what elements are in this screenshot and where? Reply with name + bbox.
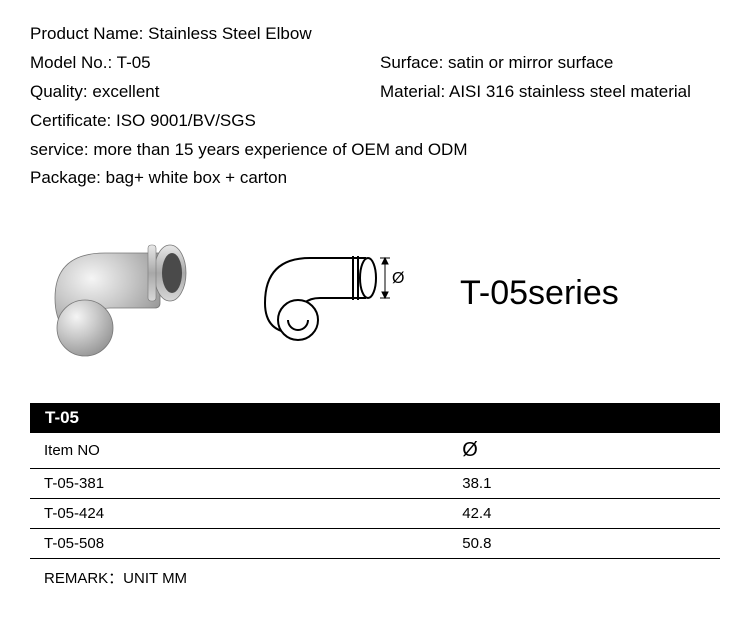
label: Model No.: [30, 53, 112, 72]
spec-material: Material: AISI 316 stainless steel mater… [380, 78, 691, 107]
label: Quality: [30, 82, 88, 101]
product-photo [30, 218, 230, 368]
table-row: T-05-508 50.8 [30, 529, 720, 559]
label: Certificate: [30, 111, 111, 130]
table-remark: REMARK：UNIT MM [30, 559, 720, 596]
diameter-symbol-icon: Ø [392, 270, 404, 287]
cell-diam: 50.8 [448, 529, 720, 559]
value: T-05 [117, 53, 151, 72]
spec-certificate: Certificate: ISO 9001/BV/SGS [30, 107, 720, 136]
label: Material: [380, 82, 445, 101]
label: Package: [30, 168, 101, 187]
value: excellent [92, 82, 159, 101]
value: bag+ white box + carton [106, 168, 287, 187]
cell-diam: 38.1 [448, 469, 720, 499]
value: more than 15 years experience of OEM and… [93, 140, 467, 159]
cell-item: T-05-381 [30, 469, 448, 499]
spec-table: T-05 Item NO Ø T-05-381 38.1 T-05-424 42… [30, 403, 720, 596]
spec-service: service: more than 15 years experience o… [30, 136, 720, 165]
col-diameter: Ø [448, 433, 720, 469]
spec-block: Product Name: Stainless Steel Elbow Mode… [30, 20, 720, 193]
cell-item: T-05-424 [30, 499, 448, 529]
col-item-no: Item NO [30, 433, 448, 469]
label: Product Name: [30, 24, 143, 43]
value: AISI 316 stainless steel material [449, 82, 691, 101]
spec-product-name: Product Name: Stainless Steel Elbow [30, 20, 380, 49]
image-row: Ø T-05series [30, 218, 720, 368]
spec-package: Package: bag+ white box + carton [30, 164, 720, 193]
series-label: T-05series [460, 274, 619, 313]
label: service: [30, 140, 89, 159]
dimension-table: Item NO Ø T-05-381 38.1 T-05-424 42.4 T-… [30, 433, 720, 559]
value: Stainless Steel Elbow [148, 24, 311, 43]
table-header-row: Item NO Ø [30, 433, 720, 469]
value: ISO 9001/BV/SGS [116, 111, 256, 130]
product-diagram: Ø [250, 228, 420, 358]
spec-model-no: Model No.: T-05 [30, 49, 380, 78]
spec-surface: Surface: satin or mirror surface [380, 49, 613, 78]
spec-quality: Quality: excellent [30, 78, 380, 107]
cell-diam: 42.4 [448, 499, 720, 529]
label: Surface: [380, 53, 443, 72]
table-row: T-05-381 38.1 [30, 469, 720, 499]
value: satin or mirror surface [448, 53, 613, 72]
table-title: T-05 [31, 404, 93, 432]
table-row: T-05-424 42.4 [30, 499, 720, 529]
table-title-bar: T-05 [30, 403, 720, 433]
cell-item: T-05-508 [30, 529, 448, 559]
